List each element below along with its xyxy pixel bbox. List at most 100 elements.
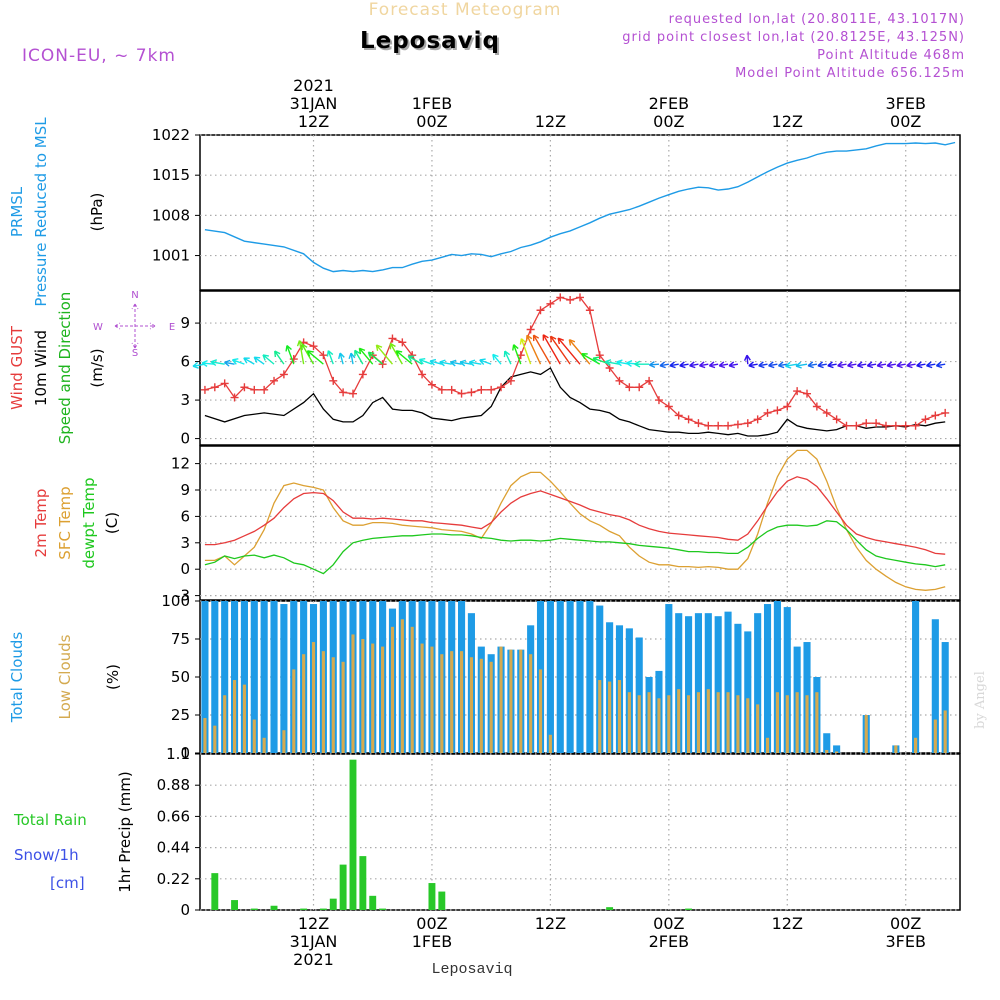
- wind-direction-arrow: [679, 361, 689, 369]
- total-cloud-bar: [586, 601, 594, 753]
- wind-direction-arrow: [326, 350, 334, 365]
- wind-gust-marker: [427, 380, 436, 389]
- y-tick-label: 1.1: [166, 745, 190, 763]
- wind-direction-arrow: [367, 351, 384, 365]
- low-cloud-bar: [232, 680, 237, 753]
- low-cloud-bar: [608, 681, 612, 753]
- wind-direction-arrow: [407, 355, 423, 365]
- wind-direction-arrow: [262, 354, 275, 365]
- low-cloud-bar: [371, 643, 375, 753]
- total-cloud-bar: [546, 601, 554, 753]
- low-cloud-bar: [667, 695, 671, 753]
- panel-2: 0 3 6 9: [180, 290, 961, 448]
- low-cloud-bar: [282, 730, 286, 753]
- top-time-label: 2FEB: [649, 94, 689, 113]
- total-cloud-bar: [260, 601, 268, 753]
- wind-gust-marker: [664, 402, 673, 411]
- wind-gust-marker: [536, 306, 545, 315]
- wind-direction-arrow: [748, 361, 758, 369]
- low-cloud-bar: [390, 626, 395, 753]
- bottom-time-label: 12Z: [298, 914, 329, 933]
- wind-direction-arrow: [348, 352, 356, 365]
- y-tick-label: 0: [180, 560, 190, 578]
- snow-label: Snow/1h: [14, 846, 79, 864]
- wind-gust-marker: [635, 383, 644, 392]
- compass-south-label: S: [132, 348, 138, 359]
- header-model: ICON-EU, ~ 7km: [22, 46, 176, 66]
- total-cloud-bar: [724, 611, 732, 753]
- wind-gust-marker: [714, 421, 723, 430]
- wind-direction-arrow: [503, 350, 512, 365]
- bottom-time-label: 00Z: [416, 914, 447, 933]
- total-cloud-bar: [833, 745, 841, 753]
- top-time-label: 00Z: [416, 112, 447, 131]
- low-cloud-bar: [459, 651, 464, 753]
- wind-direction-arrow: [847, 361, 857, 369]
- panel-3: -3 0 3 6 9 12: [171, 445, 961, 605]
- wind-gust-marker: [733, 420, 742, 429]
- total-cloud-bar: [694, 613, 702, 753]
- wind-gust-marker: [773, 406, 782, 415]
- wind-gust-marker: [654, 396, 663, 405]
- wind-gust-marker: [595, 351, 604, 360]
- wind-direction-arrow: [807, 361, 818, 369]
- wind-unit-label: (m/s): [88, 348, 106, 387]
- wind-gust-marker: [941, 408, 950, 417]
- wind-gust-marker: [556, 293, 565, 302]
- wind-gust-marker: [447, 385, 456, 394]
- y-tick-label: 6: [180, 353, 190, 371]
- low-cloud-bar: [775, 692, 779, 753]
- wind-direction-arrow: [718, 361, 729, 369]
- wind-gust-marker: [822, 408, 831, 417]
- low-cloud-bar: [400, 619, 404, 753]
- wind-direction-arrow: [669, 361, 679, 369]
- wind-direction-arrow: [817, 361, 827, 369]
- total-cloud-bar: [576, 601, 584, 753]
- wind-direction-arrow: [758, 361, 768, 369]
- low-cloud-bar: [292, 669, 296, 753]
- y-tick-label: 0: [180, 744, 190, 762]
- total-cloud-bar: [783, 607, 791, 753]
- y-tick-label: 50: [171, 668, 190, 686]
- panel-4: 0 25 50 75 100: [161, 592, 961, 762]
- wind-direction-arrow: [338, 352, 345, 365]
- y-tick-label: 0.66: [157, 807, 190, 825]
- header-location: Leposaviq: [360, 28, 500, 54]
- total-cloud-bar: [931, 619, 939, 753]
- wind-gust-marker: [872, 419, 881, 428]
- low-cloud-bar: [677, 689, 681, 753]
- top-time-label: 00Z: [653, 112, 684, 131]
- wind-gust-marker: [812, 402, 821, 411]
- total-cloud-bar: [734, 623, 742, 753]
- wind-direction-arrow: [549, 335, 571, 365]
- compass-north-label: N: [131, 290, 138, 301]
- header-model-altitude: Model Point Altitude 656.125m: [735, 66, 965, 81]
- rain-bar: [319, 908, 327, 910]
- total-cloud-bar: [280, 604, 288, 753]
- total-clouds-label: Total Clouds: [8, 632, 26, 724]
- bottom-time-label: 2021: [293, 950, 334, 969]
- low-cloud-bar: [213, 725, 217, 753]
- rain-bar: [438, 891, 446, 910]
- bottom-time-label: 12Z: [535, 914, 566, 933]
- wind-gust-marker: [279, 370, 288, 379]
- low-cloud-bar: [262, 737, 266, 753]
- y-tick-label: 3: [180, 534, 190, 552]
- wind-gust-marker: [487, 385, 496, 394]
- header-watermark: Forecast Meteogram: [369, 0, 562, 20]
- top-time-label: 12Z: [772, 112, 803, 131]
- header-requested: requested lon,lat (20.8011E, 43.1017N): [669, 12, 965, 27]
- wind-direction-arrow: [210, 359, 225, 367]
- wind-gust-marker: [921, 415, 930, 424]
- y-tick-label: 0: [180, 430, 190, 448]
- wind-gust-marker: [358, 370, 367, 379]
- wind-direction-arrow: [492, 353, 502, 365]
- low-cloud-bar: [795, 692, 799, 753]
- wind-gust-marker: [270, 376, 279, 385]
- low-cloud-bar: [696, 692, 701, 753]
- wind-gust-marker: [467, 388, 476, 397]
- compass-rose: N S W E: [93, 290, 175, 359]
- total-cloud-bar: [665, 604, 673, 753]
- rain-bar: [349, 759, 357, 910]
